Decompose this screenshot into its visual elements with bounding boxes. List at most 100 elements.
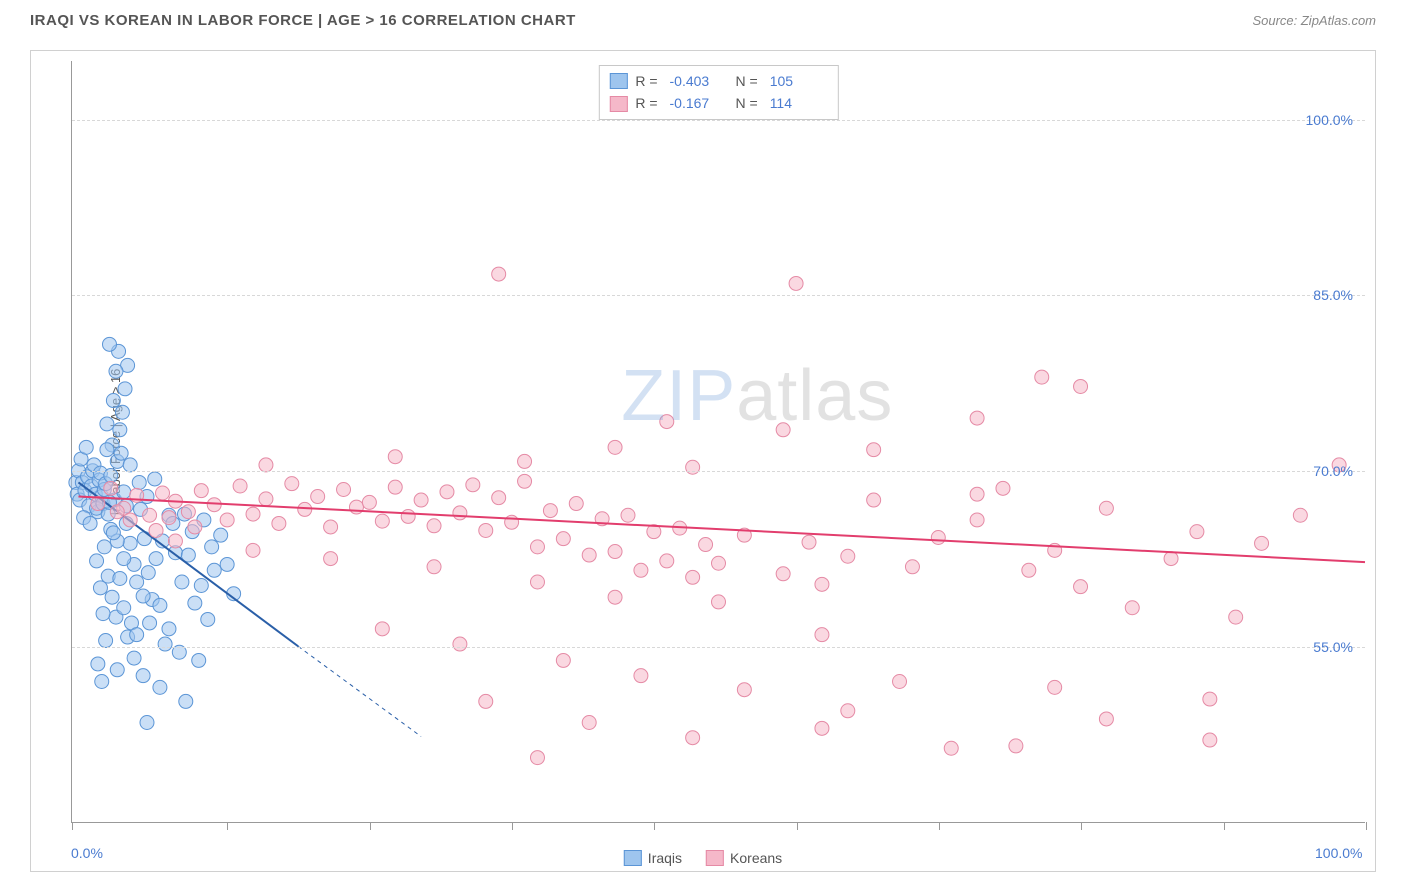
scatter-point	[311, 490, 325, 504]
scatter-point	[143, 508, 157, 522]
scatter-point	[123, 513, 137, 527]
scatter-point	[815, 577, 829, 591]
scatter-point	[99, 634, 113, 648]
scatter-point	[201, 612, 215, 626]
scatter-point	[1203, 692, 1217, 706]
scatter-point	[123, 458, 137, 472]
scatter-point	[106, 394, 120, 408]
scatter-point	[453, 506, 467, 520]
scatter-point	[893, 675, 907, 689]
plot-area: In Labor Force | Age > 16 R = -0.403 N =…	[71, 61, 1365, 823]
scatter-point	[118, 382, 132, 396]
legend-label-iraqis: Iraqis	[648, 850, 682, 866]
scatter-point	[1190, 525, 1204, 539]
scatter-point	[427, 519, 441, 533]
scatter-point	[298, 502, 312, 516]
scatter-point	[556, 532, 570, 546]
scatter-point	[970, 487, 984, 501]
r-label: R =	[635, 70, 657, 92]
scatter-point	[414, 493, 428, 507]
scatter-point	[141, 566, 155, 580]
scatter-point	[660, 415, 674, 429]
scatter-point	[188, 596, 202, 610]
scatter-point	[153, 680, 167, 694]
scatter-point	[634, 669, 648, 683]
y-tick-label: 100.0%	[1306, 112, 1353, 128]
scatter-point	[375, 514, 389, 528]
scatter-point	[867, 493, 881, 507]
swatch-iraqis-bottom	[624, 850, 642, 866]
y-tick-label: 85.0%	[1313, 287, 1353, 303]
scatter-point	[686, 570, 700, 584]
legend-item-koreans: Koreans	[706, 850, 782, 866]
scatter-point	[106, 526, 120, 540]
scatter-point	[530, 575, 544, 589]
scatter-point	[479, 694, 493, 708]
scatter-point	[91, 657, 105, 671]
scatter-point	[162, 622, 176, 636]
scatter-point	[194, 579, 208, 593]
scatter-point	[90, 554, 104, 568]
scatter-point	[1022, 563, 1036, 577]
scatter-point	[153, 598, 167, 612]
scatter-point	[970, 513, 984, 527]
scatter-point	[1035, 370, 1049, 384]
scatter-point	[285, 477, 299, 491]
n-value-iraqis: 105	[770, 70, 820, 92]
scatter-point	[272, 516, 286, 530]
scatter-point	[110, 505, 124, 519]
trend-line-extension	[298, 646, 421, 736]
scatter-point	[136, 669, 150, 683]
scatter-point	[530, 751, 544, 765]
swatch-koreans	[609, 96, 627, 112]
scatter-point	[712, 595, 726, 609]
scatter-point	[246, 543, 260, 557]
scatter-point	[130, 575, 144, 589]
scatter-point	[115, 405, 129, 419]
scatter-point	[140, 715, 154, 729]
scatter-point	[130, 628, 144, 642]
scatter-point	[1009, 739, 1023, 753]
scatter-point	[776, 423, 790, 437]
scatter-point	[168, 534, 182, 548]
scatter-point	[123, 536, 137, 550]
swatch-iraqis	[609, 73, 627, 89]
scatter-point	[660, 554, 674, 568]
scatter-point	[79, 440, 93, 454]
scatter-point	[815, 721, 829, 735]
scatter-point	[117, 485, 131, 499]
scatter-point	[841, 704, 855, 718]
n-value-koreans: 114	[770, 92, 820, 114]
scatter-point	[1255, 536, 1269, 550]
scatter-point	[105, 590, 119, 604]
scatter-point	[259, 458, 273, 472]
scatter-point	[362, 495, 376, 509]
chart-container: In Labor Force | Age > 16 R = -0.403 N =…	[30, 50, 1376, 872]
scatter-point	[220, 557, 234, 571]
scatter-point	[1074, 580, 1088, 594]
scatter-point	[492, 267, 506, 281]
scatter-point	[582, 715, 596, 729]
scatter-point	[143, 616, 157, 630]
legend-bottom: Iraqis Koreans	[624, 847, 782, 871]
legend-stats-row-koreans: R = -0.167 N = 114	[609, 92, 827, 114]
scatter-point	[233, 479, 247, 493]
scatter-point	[569, 497, 583, 511]
scatter-point	[970, 411, 984, 425]
scatter-point	[117, 552, 131, 566]
x-tick-label: 100.0%	[1315, 845, 1362, 861]
swatch-koreans-bottom	[706, 850, 724, 866]
scatter-point	[246, 507, 260, 521]
scatter-point	[136, 589, 150, 603]
scatter-point	[205, 540, 219, 554]
scatter-point	[867, 443, 881, 457]
scatter-point	[324, 520, 338, 534]
scatter-point	[1203, 733, 1217, 747]
x-tick-label: 0.0%	[71, 845, 103, 861]
n-label: N =	[736, 92, 758, 114]
scatter-point	[815, 628, 829, 642]
scatter-point	[1099, 712, 1113, 726]
scatter-point	[1293, 508, 1307, 522]
scatter-point	[100, 417, 114, 431]
scatter-point	[175, 575, 189, 589]
